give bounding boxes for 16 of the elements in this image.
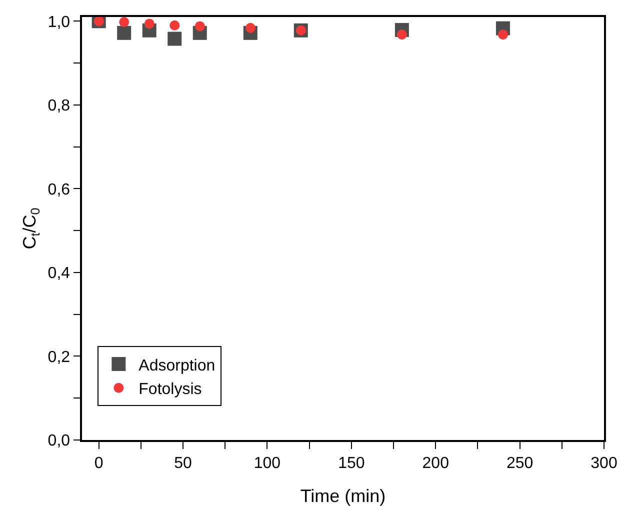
- x-tick-label: 50: [174, 454, 192, 472]
- y-tick-label: 1,0: [48, 14, 70, 31]
- y-tick-label: 0,2: [48, 348, 70, 366]
- y-tick-label: 0,0: [48, 432, 70, 450]
- x-tick-label: 300: [590, 454, 618, 472]
- x-tick-label: 150: [338, 454, 365, 472]
- y-tick-label: 0,6: [48, 181, 70, 198]
- x-tick-label: 100: [254, 454, 281, 472]
- x-tick-label: 200: [422, 454, 450, 472]
- legend-label: Adsorption: [138, 357, 216, 374]
- x-tick-label: 0: [94, 454, 104, 472]
- x-axis-title: Time (min): [300, 486, 386, 506]
- x-tick-label: 250: [506, 454, 534, 472]
- y-tick-label: 0,4: [48, 265, 70, 282]
- y-tick-label: 0,8: [48, 98, 70, 115]
- legend-label: Fotolysis: [138, 381, 202, 398]
